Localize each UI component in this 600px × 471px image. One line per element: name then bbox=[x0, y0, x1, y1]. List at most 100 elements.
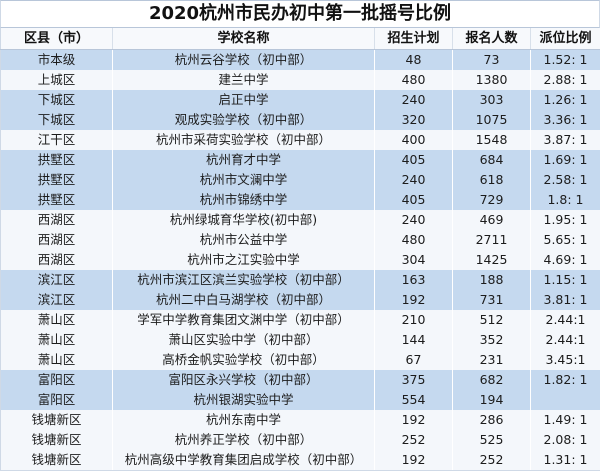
cell-plan: 192 bbox=[375, 450, 453, 471]
cell-apply: 729 bbox=[453, 190, 531, 210]
table-header: 区县（市） 学校名称 招生计划 报名人数 派位比例 bbox=[1, 28, 600, 50]
cell-ratio: 3.36: 1 bbox=[531, 110, 600, 130]
cell-district: 拱墅区 bbox=[1, 170, 113, 190]
cell-ratio: 1.82: 1 bbox=[531, 370, 600, 390]
cell-district: 滨江区 bbox=[1, 270, 113, 290]
cell-ratio: 2.44:1 bbox=[531, 310, 600, 330]
cell-plan: 480 bbox=[375, 230, 453, 250]
cell-district: 拱墅区 bbox=[1, 150, 113, 170]
cell-ratio: 1.95: 1 bbox=[531, 210, 600, 230]
cell-plan: 375 bbox=[375, 370, 453, 390]
cell-ratio: 1.52: 1 bbox=[531, 50, 600, 71]
cell-district: 西湖区 bbox=[1, 250, 113, 270]
cell-district: 江干区 bbox=[1, 130, 113, 150]
cell-apply: 231 bbox=[453, 350, 531, 370]
cell-plan: 192 bbox=[375, 290, 453, 310]
cell-plan: 210 bbox=[375, 310, 453, 330]
cell-ratio: 1.8: 1 bbox=[531, 190, 600, 210]
column-header-apply[interactable]: 报名人数 bbox=[453, 28, 531, 50]
cell-district: 西湖区 bbox=[1, 230, 113, 250]
cell-school: 萧山区实验中学（初中部） bbox=[113, 330, 375, 350]
column-header-plan[interactable]: 招生计划 bbox=[375, 28, 453, 50]
cell-apply: 731 bbox=[453, 290, 531, 310]
cell-school: 富阳区永兴学校（初中部） bbox=[113, 370, 375, 390]
cell-district: 萧山区 bbox=[1, 310, 113, 330]
cell-ratio: 3.87: 1 bbox=[531, 130, 600, 150]
cell-school: 杭州育才中学 bbox=[113, 150, 375, 170]
cell-school: 杭州云谷学校（初中部） bbox=[113, 50, 375, 71]
cell-apply: 352 bbox=[453, 330, 531, 350]
cell-school: 杭州养正学校（初中部） bbox=[113, 430, 375, 450]
cell-plan: 252 bbox=[375, 430, 453, 450]
cell-apply: 1548 bbox=[453, 130, 531, 150]
cell-district: 富阳区 bbox=[1, 390, 113, 410]
cell-apply: 682 bbox=[453, 370, 531, 390]
cell-plan: 554 bbox=[375, 390, 453, 410]
cell-ratio: 4.69: 1 bbox=[531, 250, 600, 270]
column-header-district[interactable]: 区县（市） bbox=[1, 28, 113, 50]
cell-ratio bbox=[531, 390, 600, 410]
cell-ratio: 1.26: 1 bbox=[531, 90, 600, 110]
cell-apply: 1380 bbox=[453, 70, 531, 90]
cell-district: 西湖区 bbox=[1, 210, 113, 230]
cell-plan: 240 bbox=[375, 210, 453, 230]
cell-ratio: 5.65: 1 bbox=[531, 230, 600, 250]
cell-plan: 320 bbox=[375, 110, 453, 130]
cell-apply: 188 bbox=[453, 270, 531, 290]
cell-apply: 252 bbox=[453, 450, 531, 471]
ballot-ratio-table: 区县（市） 学校名称 招生计划 报名人数 派位比例 市本级杭州云谷学校（初中部）… bbox=[0, 28, 600, 471]
cell-apply: 303 bbox=[453, 90, 531, 110]
cell-district: 萧山区 bbox=[1, 350, 113, 370]
cell-district: 下城区 bbox=[1, 90, 113, 110]
cell-school: 杭州市采荷实验学校（初中部） bbox=[113, 130, 375, 150]
cell-ratio: 2.58: 1 bbox=[531, 170, 600, 190]
cell-plan: 163 bbox=[375, 270, 453, 290]
cell-apply: 1075 bbox=[453, 110, 531, 130]
cell-apply: 73 bbox=[453, 50, 531, 71]
cell-district: 拱墅区 bbox=[1, 190, 113, 210]
cell-school: 杭州东南中学 bbox=[113, 410, 375, 430]
cell-school: 杭州二中白马湖学校（初中部） bbox=[113, 290, 375, 310]
column-header-ratio[interactable]: 派位比例 bbox=[531, 28, 600, 50]
cell-apply: 525 bbox=[453, 430, 531, 450]
cell-apply: 512 bbox=[453, 310, 531, 330]
cell-plan: 144 bbox=[375, 330, 453, 350]
cell-plan: 480 bbox=[375, 70, 453, 90]
page-title: 2020杭州市民办初中第一批摇号比例 bbox=[149, 5, 451, 23]
cell-district: 钱塘新区 bbox=[1, 410, 113, 430]
cell-apply: 286 bbox=[453, 410, 531, 430]
cell-plan: 400 bbox=[375, 130, 453, 150]
cell-apply: 684 bbox=[453, 150, 531, 170]
cell-plan: 304 bbox=[375, 250, 453, 270]
cell-district: 钱塘新区 bbox=[1, 450, 113, 471]
column-header-school[interactable]: 学校名称 bbox=[113, 28, 375, 50]
cell-ratio: 1.31: 1 bbox=[531, 450, 600, 471]
cell-district: 萧山区 bbox=[1, 330, 113, 350]
cell-district: 上城区 bbox=[1, 70, 113, 90]
cell-ratio: 1.15: 1 bbox=[531, 270, 600, 290]
cell-plan: 67 bbox=[375, 350, 453, 370]
cell-ratio: 2.08: 1 bbox=[531, 430, 600, 450]
